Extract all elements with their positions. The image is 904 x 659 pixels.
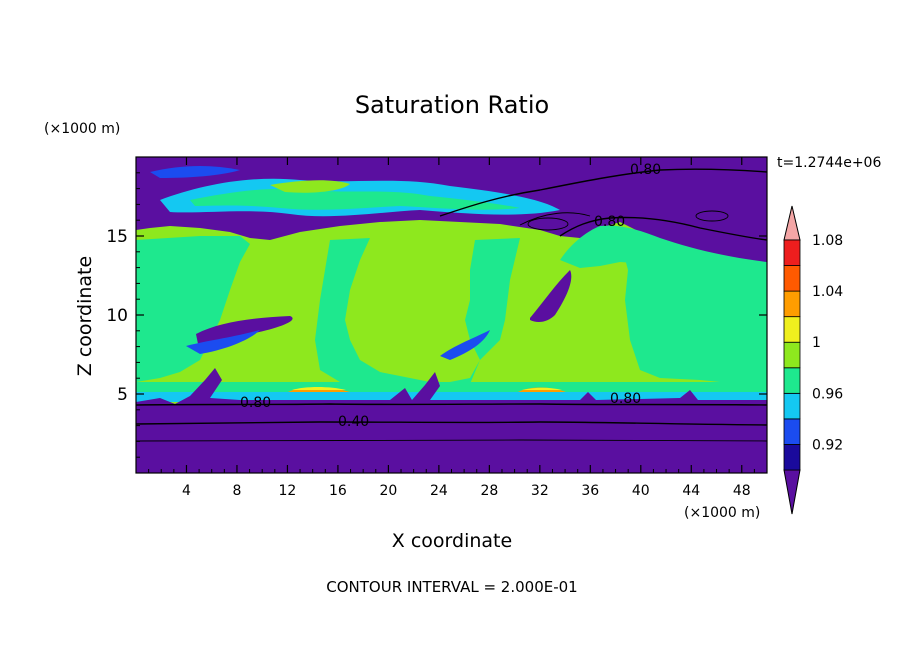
x-tick-label: 12 — [279, 483, 297, 499]
colorbar-swatch — [783, 316, 801, 343]
colorbar-swatch — [783, 392, 801, 420]
x-tick-label: 20 — [379, 483, 397, 499]
contour-label: 0.40 — [338, 414, 369, 430]
x-axis-label: X coordinate — [392, 530, 512, 552]
y-axis-ticks: 5 10 15 — [106, 172, 767, 458]
contour-label: 0.80 — [610, 391, 641, 407]
colorbar-swatch — [783, 341, 801, 369]
colorbar-tick-label: 1 — [812, 335, 821, 351]
colorbar-swatch — [783, 444, 801, 471]
contour-lines — [136, 168, 767, 442]
y-tick-label: 15 — [106, 227, 128, 247]
dry-filament-right — [530, 270, 572, 323]
colorbar-swatch — [783, 290, 801, 318]
upper-moist-core — [190, 188, 520, 210]
x-tick-label: 16 — [329, 483, 347, 499]
colorbar-over-arrow — [783, 205, 801, 241]
contour-label-group: 0.80 0.80 0.80 0.80 0.40 — [240, 162, 661, 430]
x-tick-label: 24 — [430, 483, 448, 499]
lower-dry-region — [136, 368, 767, 473]
contour-080-lower — [136, 403, 767, 406]
colorbar-swatch — [783, 418, 801, 445]
chart-title: Saturation Ratio — [355, 91, 549, 119]
dry-filament-mid — [440, 330, 490, 360]
contour-label: 0.80 — [630, 162, 661, 178]
colorbar-under-arrow — [783, 469, 801, 515]
contour-lower-thin — [136, 439, 767, 442]
colorbar-tick-label: 0.96 — [812, 386, 843, 402]
x-axis-ticks: 4 8 12 16 20 24 28 32 36 40 44 48 — [148, 157, 755, 499]
y-unit-label: (×1000 m) — [44, 121, 120, 137]
contour-oval — [695, 210, 729, 222]
time-label: t=1.2744e+06 — [777, 155, 881, 171]
x-tick-label: 48 — [733, 483, 751, 499]
contour-label: 0.80 — [240, 395, 271, 411]
mid-saturated-band-2 — [315, 238, 520, 388]
contour-oval-2 — [527, 217, 569, 231]
upper-green-patch — [270, 180, 350, 193]
supersaturated-strip-1-core — [292, 387, 346, 390]
contour-040 — [136, 421, 767, 426]
x-tick-label: 8 — [232, 483, 241, 499]
dry-filament-left-blue — [186, 330, 260, 354]
x-tick-label: 44 — [682, 483, 700, 499]
x-tick-label: 32 — [531, 483, 549, 499]
contour-upper-thin — [519, 212, 591, 226]
mid-saturated-band-3 — [620, 240, 767, 390]
cloud-base-blue — [136, 392, 767, 402]
plot-area — [136, 157, 767, 473]
dry-filament-left — [196, 316, 293, 345]
colorbar-tick-label: 0.92 — [812, 437, 843, 453]
contour-080-upper — [439, 168, 767, 217]
upper-blue-edge — [150, 166, 240, 178]
colorbar-swatch — [783, 239, 801, 266]
x-tick-label: 28 — [480, 483, 498, 499]
colorbar-tick-label: 1.04 — [812, 284, 843, 300]
y-tick-label: 10 — [106, 306, 128, 326]
colorbar-swatch — [783, 367, 801, 394]
contour-label: 0.80 — [594, 214, 625, 230]
x-tick-label: 4 — [182, 483, 191, 499]
contour-interval-footer: CONTOUR INTERVAL = 2.000E-01 — [326, 578, 577, 596]
x-tick-label: 36 — [581, 483, 599, 499]
y-tick-label: 5 — [117, 385, 128, 405]
supersaturated-strip-2-core — [522, 387, 562, 390]
contour-080-anvil — [559, 216, 767, 241]
colorbar-swatch — [783, 265, 801, 292]
x-tick-label: 40 — [632, 483, 650, 499]
colorbar-tick-label: 1.08 — [812, 233, 843, 249]
x-unit-label: (×1000 m) — [684, 505, 760, 521]
colorbar: 0.92 0.96 1 1.04 1.08 — [783, 205, 843, 515]
mid-saturated-band — [136, 236, 250, 382]
y-axis-label: Z coordinate — [74, 256, 96, 376]
